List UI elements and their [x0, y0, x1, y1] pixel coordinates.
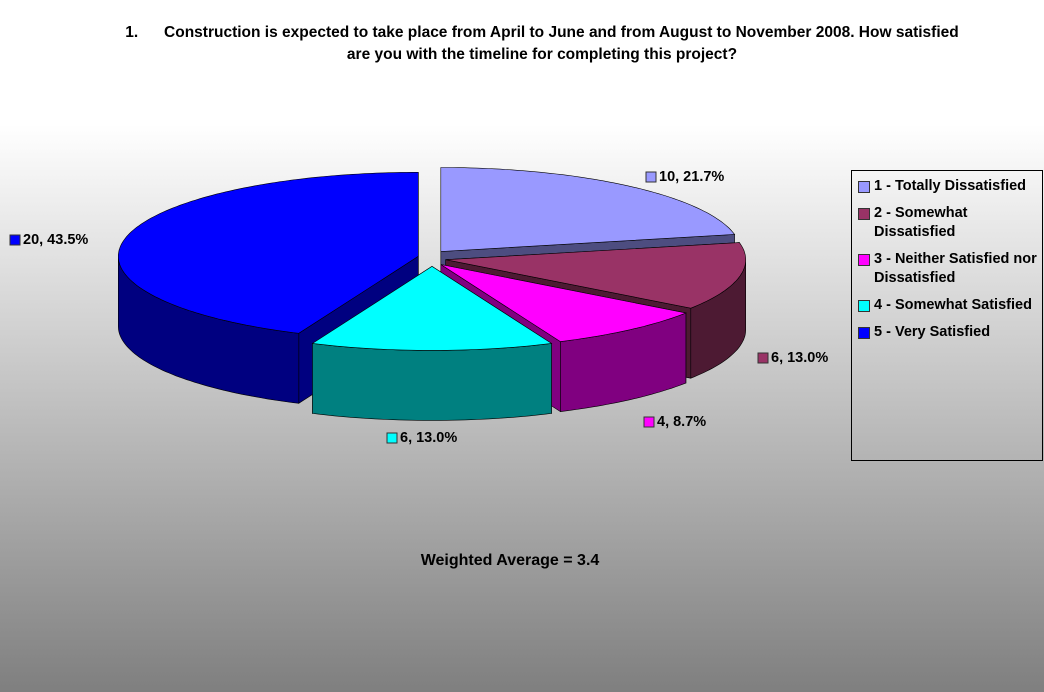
label-swatch: [386, 432, 398, 444]
legend-swatch: [858, 327, 870, 339]
legend-label: 4 - Somewhat Satisfied: [874, 297, 1032, 313]
legend: 1 - Totally Dissatisfied 2 - Somewhat Dis…: [851, 170, 1043, 461]
legend-label: 3 - Neither Satisfied nor Dissatisfied: [874, 251, 1037, 286]
label-swatch: [645, 171, 657, 183]
legend-entry: 3 - Neither Satisfied nor Dissatisfied: [858, 250, 1042, 288]
legend-label: 1 - Totally Dissatisfied: [874, 178, 1027, 194]
legend-entry: 1 - Totally Dissatisfied: [858, 177, 1042, 196]
legend-label: 2 - Somewhat Dissatisfied: [874, 205, 968, 240]
label-swatch: [757, 352, 769, 364]
label-swatch: [9, 234, 21, 246]
data-label: 4, 8.7%: [657, 414, 706, 430]
legend-swatch: [858, 181, 870, 193]
legend-label: 5 - Very Satisfied: [874, 324, 991, 340]
legend-entry: 4 - Somewhat Satisfied: [858, 296, 1042, 315]
legend-swatch: [858, 208, 870, 220]
annotation: Weighted Average = 3.4: [420, 552, 600, 569]
label-swatch: [643, 416, 655, 428]
data-label: 20, 43.5%: [23, 232, 88, 248]
slice: [311, 266, 553, 351]
data-label: 10, 21.7%: [659, 169, 724, 185]
chart-title: 1. Construction is expected to take plac…: [125, 24, 964, 63]
slice: [440, 167, 736, 252]
legend-swatch: [858, 300, 870, 312]
slice: [440, 264, 687, 342]
slice-side: [312, 343, 552, 421]
legend-entry: 5 - Very Satisfied: [858, 323, 1042, 342]
data-label: 6, 13.0%: [400, 430, 457, 446]
legend-entry: 2 - Somewhat Dissatisfied: [858, 204, 1042, 242]
legend-swatch: [858, 254, 870, 266]
data-label: 6, 13.0%: [771, 350, 828, 366]
slice: [445, 242, 746, 309]
slice: [118, 172, 419, 334]
